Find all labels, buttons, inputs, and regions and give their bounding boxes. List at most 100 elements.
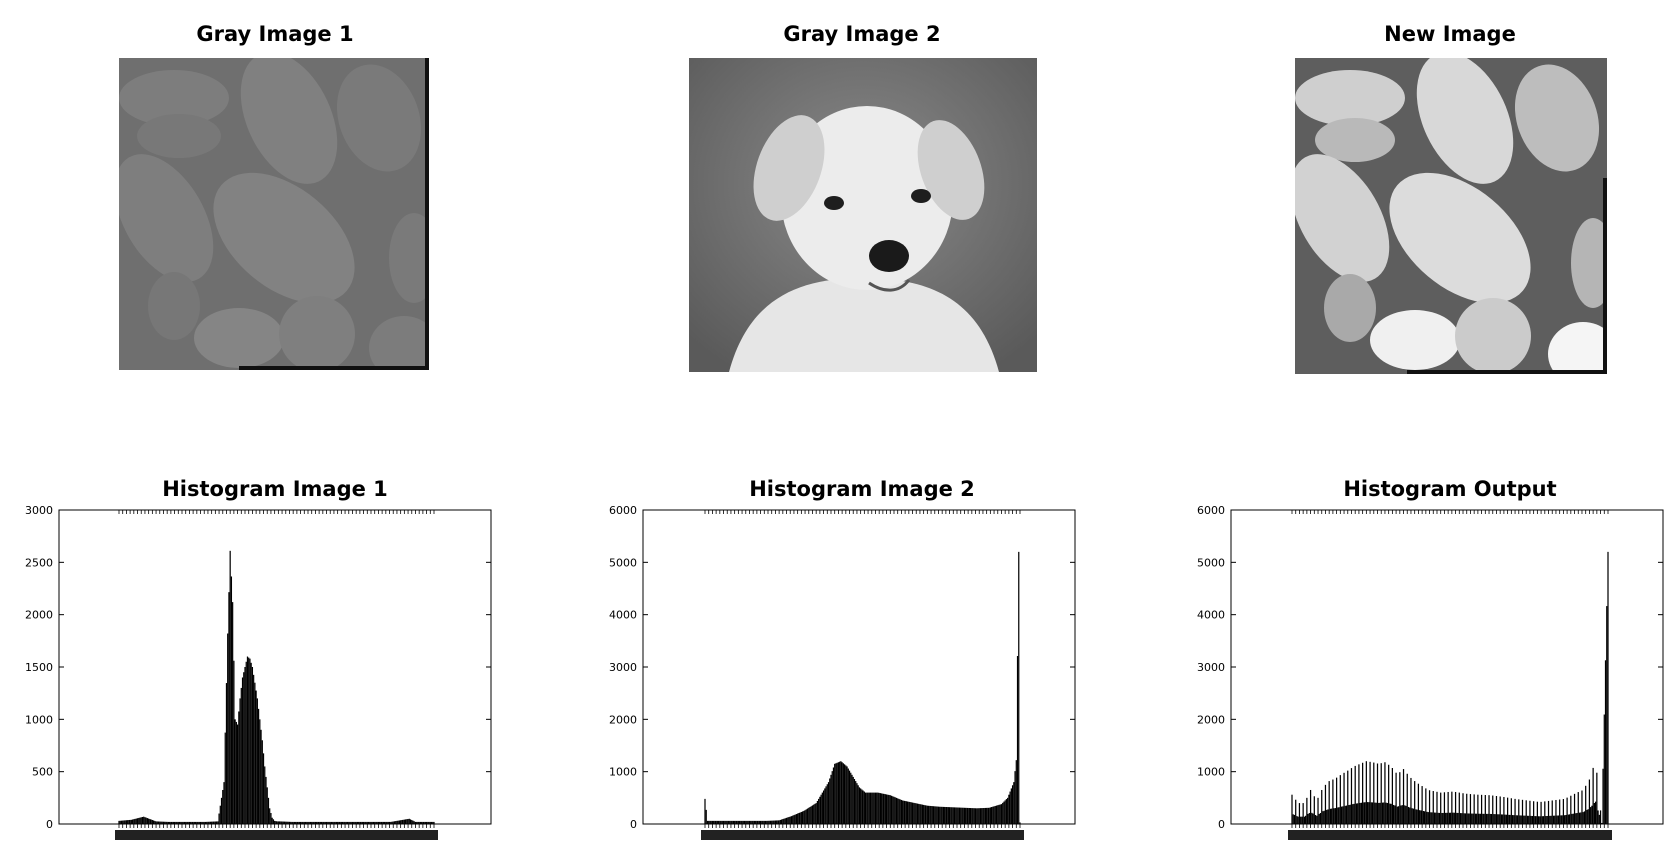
- histogram-bar: [936, 806, 938, 824]
- histogram-bar: [1323, 810, 1325, 824]
- histogram-bar: [1601, 822, 1603, 824]
- histogram-bar: [432, 821, 434, 824]
- histogram-bar: [726, 820, 728, 824]
- histogram-bar: [418, 821, 420, 824]
- histogram-bar: [349, 821, 351, 824]
- y-tick-label: 5000: [1197, 556, 1225, 569]
- histogram-bar: [1410, 777, 1412, 824]
- histogram-bar: [1359, 802, 1361, 824]
- histogram-bar: [159, 821, 161, 824]
- histogram-bar: [422, 821, 424, 824]
- histogram-bar: [255, 690, 257, 824]
- histogram-bar: [1342, 806, 1344, 824]
- histogram-bar: [1498, 814, 1500, 824]
- histogram-bar: [863, 791, 865, 824]
- histogram-bar: [777, 820, 779, 824]
- histogram-bar: [133, 819, 135, 824]
- histogram-bar: [120, 820, 123, 824]
- histogram-bar: [784, 818, 786, 824]
- histogram-bar: [940, 806, 942, 824]
- histogram-bar: [1007, 797, 1009, 824]
- histogram-bar: [1549, 815, 1551, 824]
- histogram-bar: [834, 763, 836, 824]
- y-tick-label: 3000: [1197, 661, 1225, 674]
- histogram-bar: [392, 821, 394, 824]
- histogram-bar: [741, 820, 743, 824]
- histogram-bar: [925, 805, 927, 824]
- histogram-bar: [905, 801, 907, 824]
- histogram-bar: [971, 808, 973, 824]
- histogram-bar: [1390, 803, 1392, 824]
- histogram-bar: [329, 821, 331, 824]
- y-tick-label: 2000: [609, 713, 637, 726]
- histogram-bar: [298, 821, 300, 824]
- histogram-bar: [135, 818, 137, 824]
- histogram-bar: [1483, 813, 1485, 824]
- histogram-bar: [151, 819, 153, 824]
- histogram-bar: [244, 667, 246, 824]
- histogram-bar: [318, 821, 320, 824]
- histogram-bar: [172, 821, 174, 824]
- histogram-bar: [716, 820, 718, 824]
- histogram-bar: [264, 766, 266, 824]
- histogram-bar: [909, 802, 911, 824]
- y-tick-label: 4000: [1197, 609, 1225, 622]
- histogram-bar: [1404, 805, 1406, 824]
- histogram-bar: [272, 819, 275, 824]
- histogram-bar: [1557, 815, 1560, 824]
- histogram-bar: [197, 821, 199, 824]
- histogram-bar: [311, 821, 313, 824]
- y-tick-label: 500: [32, 766, 53, 779]
- histogram-bar: [810, 806, 812, 824]
- x-tick-label-strip: [1288, 830, 1612, 840]
- histogram-bar: [860, 788, 862, 824]
- histogram-bar: [820, 794, 822, 824]
- histogram-bar: [768, 820, 770, 824]
- histogram-bar: [1425, 788, 1427, 824]
- histogram-bar: [1375, 802, 1377, 824]
- histogram-bar: [283, 821, 286, 824]
- histogram-bar: [890, 795, 893, 824]
- histogram-bar: [789, 816, 791, 824]
- histogram-bar: [981, 808, 983, 824]
- histogram-bar: [323, 821, 325, 824]
- histogram-bar: [997, 805, 999, 824]
- histogram-bar: [1409, 807, 1411, 824]
- histogram-bar: [994, 805, 996, 824]
- histogram-bar: [187, 821, 189, 824]
- histogram-bar: [390, 821, 392, 824]
- histogram-bar: [412, 820, 414, 824]
- histogram-bar: [867, 792, 869, 824]
- histogram-bar: [1347, 770, 1349, 824]
- histogram-bar: [1500, 814, 1503, 824]
- histogram-bar: [1349, 804, 1351, 824]
- histogram-bar: [180, 821, 182, 824]
- histogram-bar: [1536, 801, 1538, 824]
- histogram-bar: [1350, 768, 1353, 824]
- histogram-bar: [797, 813, 799, 824]
- y-tick-label: 2000: [25, 609, 53, 622]
- histogram-bar: [929, 805, 931, 824]
- histogram-bar: [328, 821, 330, 824]
- histogram-bar: [944, 806, 946, 824]
- y-tick-label: 1000: [25, 713, 53, 726]
- histogram-bar: [830, 774, 832, 824]
- histogram-bar: [937, 806, 940, 824]
- histogram-bar: [1392, 804, 1395, 824]
- histogram-bar: [386, 821, 388, 824]
- histogram-bar: [1602, 768, 1604, 824]
- histogram-bar: [798, 813, 800, 824]
- histogram-bar: [324, 821, 326, 824]
- histogram-bar: [1015, 760, 1017, 824]
- histogram-bar: [882, 793, 884, 824]
- histogram-bar: [186, 821, 188, 824]
- histogram-bar: [1422, 810, 1424, 824]
- histogram-bar: [809, 806, 811, 824]
- histogram-bar: [1540, 801, 1542, 824]
- histogram-bar: [846, 766, 848, 824]
- histogram-bar: [1306, 797, 1308, 824]
- histogram-bar: [1593, 803, 1595, 824]
- histogram-bar: [1407, 806, 1410, 824]
- histogram-bar: [145, 817, 147, 824]
